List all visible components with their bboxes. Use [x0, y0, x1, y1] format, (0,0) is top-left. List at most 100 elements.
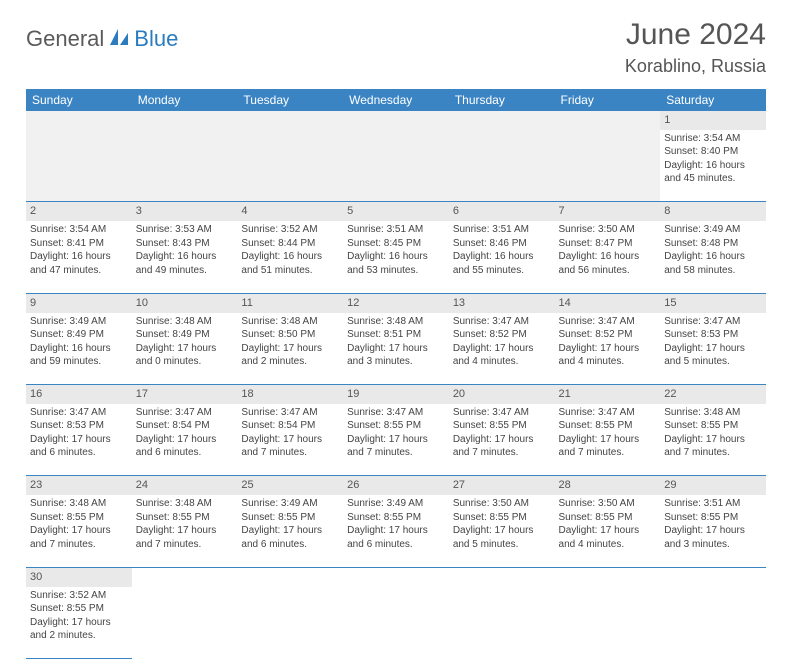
day-number-cell [555, 111, 661, 130]
day-number-cell [449, 567, 555, 586]
day-content-cell: Sunrise: 3:52 AMSunset: 8:55 PMDaylight:… [26, 587, 132, 659]
daylight-line: Daylight: 17 hours and 7 minutes. [453, 433, 551, 460]
daylight-line: Daylight: 16 hours and 51 minutes. [241, 250, 339, 277]
day-content-cell: Sunrise: 3:51 AMSunset: 8:46 PMDaylight:… [449, 221, 555, 293]
weekday-header: Friday [555, 89, 661, 111]
day-content-cell: Sunrise: 3:50 AMSunset: 8:55 PMDaylight:… [555, 495, 661, 567]
day-number-cell: 17 [132, 385, 238, 404]
day-content-cell [237, 130, 343, 202]
sunrise-line: Sunrise: 3:47 AM [30, 406, 128, 420]
sunset-line: Sunset: 8:55 PM [30, 602, 128, 616]
sunset-line: Sunset: 8:52 PM [559, 328, 657, 342]
day-number-cell: 1 [660, 111, 766, 130]
day-content-cell: Sunrise: 3:49 AMSunset: 8:55 PMDaylight:… [237, 495, 343, 567]
month-title: June 2024 [625, 18, 766, 52]
sunrise-line: Sunrise: 3:54 AM [664, 132, 762, 146]
day-content-cell: Sunrise: 3:47 AMSunset: 8:54 PMDaylight:… [237, 404, 343, 476]
day-number-cell: 9 [26, 293, 132, 312]
sunrise-line: Sunrise: 3:48 AM [136, 497, 234, 511]
day-number-cell: 18 [237, 385, 343, 404]
daylight-line: Daylight: 16 hours and 47 minutes. [30, 250, 128, 277]
day-number-cell: 4 [237, 202, 343, 221]
daylight-line: Daylight: 17 hours and 7 minutes. [347, 433, 445, 460]
sunset-line: Sunset: 8:43 PM [136, 237, 234, 251]
calendar-table: SundayMondayTuesdayWednesdayThursdayFrid… [26, 89, 766, 659]
day-content-cell: Sunrise: 3:51 AMSunset: 8:45 PMDaylight:… [343, 221, 449, 293]
daylight-line: Daylight: 17 hours and 7 minutes. [559, 433, 657, 460]
sunset-line: Sunset: 8:50 PM [241, 328, 339, 342]
day-number-cell: 23 [26, 476, 132, 495]
daylight-line: Daylight: 16 hours and 53 minutes. [347, 250, 445, 277]
day-content-cell: Sunrise: 3:48 AMSunset: 8:55 PMDaylight:… [660, 404, 766, 476]
day-content-cell: Sunrise: 3:51 AMSunset: 8:55 PMDaylight:… [660, 495, 766, 567]
day-number-cell: 25 [237, 476, 343, 495]
sunrise-line: Sunrise: 3:50 AM [559, 223, 657, 237]
logo-sail-icon [108, 27, 130, 52]
day-content-cell [132, 587, 238, 659]
daylight-line: Daylight: 17 hours and 4 minutes. [559, 524, 657, 551]
day-content-cell: Sunrise: 3:50 AMSunset: 8:47 PMDaylight:… [555, 221, 661, 293]
day-content-cell: Sunrise: 3:53 AMSunset: 8:43 PMDaylight:… [132, 221, 238, 293]
sunset-line: Sunset: 8:48 PM [664, 237, 762, 251]
sunrise-line: Sunrise: 3:47 AM [559, 406, 657, 420]
day-number-cell [237, 111, 343, 130]
sunset-line: Sunset: 8:46 PM [453, 237, 551, 251]
day-number-cell: 22 [660, 385, 766, 404]
day-number-cell: 27 [449, 476, 555, 495]
day-content-cell: Sunrise: 3:48 AMSunset: 8:51 PMDaylight:… [343, 313, 449, 385]
day-number-cell: 29 [660, 476, 766, 495]
sunrise-line: Sunrise: 3:49 AM [241, 497, 339, 511]
weekday-header: Monday [132, 89, 238, 111]
day-number-cell: 30 [26, 567, 132, 586]
sunrise-line: Sunrise: 3:52 AM [30, 589, 128, 603]
sunset-line: Sunset: 8:49 PM [30, 328, 128, 342]
sunrise-line: Sunrise: 3:47 AM [241, 406, 339, 420]
sunrise-line: Sunrise: 3:47 AM [664, 315, 762, 329]
title-block: June 2024 Korablino, Russia [625, 18, 766, 77]
day-number-cell: 11 [237, 293, 343, 312]
weekday-header: Thursday [449, 89, 555, 111]
day-number-cell [26, 111, 132, 130]
day-content-cell [343, 587, 449, 659]
daylight-line: Daylight: 17 hours and 4 minutes. [559, 342, 657, 369]
sunrise-line: Sunrise: 3:47 AM [136, 406, 234, 420]
sunset-line: Sunset: 8:55 PM [559, 511, 657, 525]
weekday-header: Sunday [26, 89, 132, 111]
sunrise-line: Sunrise: 3:48 AM [136, 315, 234, 329]
header: General Blue June 2024 Korablino, Russia [26, 18, 766, 77]
sunset-line: Sunset: 8:41 PM [30, 237, 128, 251]
sunset-line: Sunset: 8:54 PM [136, 419, 234, 433]
day-number-cell: 3 [132, 202, 238, 221]
day-content-cell [660, 587, 766, 659]
day-number-cell: 7 [555, 202, 661, 221]
sunrise-line: Sunrise: 3:47 AM [453, 315, 551, 329]
day-number-cell [343, 111, 449, 130]
sunrise-line: Sunrise: 3:48 AM [241, 315, 339, 329]
daylight-line: Daylight: 17 hours and 7 minutes. [30, 524, 128, 551]
day-content-cell: Sunrise: 3:47 AMSunset: 8:53 PMDaylight:… [26, 404, 132, 476]
daylight-line: Daylight: 17 hours and 0 minutes. [136, 342, 234, 369]
day-number-cell [343, 567, 449, 586]
day-content-cell [555, 587, 661, 659]
day-number-cell: 12 [343, 293, 449, 312]
day-content-cell [343, 130, 449, 202]
day-content-cell: Sunrise: 3:47 AMSunset: 8:52 PMDaylight:… [555, 313, 661, 385]
sunset-line: Sunset: 8:55 PM [347, 419, 445, 433]
daylight-line: Daylight: 17 hours and 5 minutes. [664, 342, 762, 369]
weekday-header: Saturday [660, 89, 766, 111]
sunset-line: Sunset: 8:51 PM [347, 328, 445, 342]
sunrise-line: Sunrise: 3:49 AM [347, 497, 445, 511]
sunset-line: Sunset: 8:55 PM [664, 419, 762, 433]
day-number-cell: 8 [660, 202, 766, 221]
day-number-cell [237, 567, 343, 586]
sunset-line: Sunset: 8:55 PM [559, 419, 657, 433]
daylight-line: Daylight: 17 hours and 3 minutes. [347, 342, 445, 369]
sunset-line: Sunset: 8:55 PM [347, 511, 445, 525]
day-number-cell: 14 [555, 293, 661, 312]
day-content-cell: Sunrise: 3:47 AMSunset: 8:54 PMDaylight:… [132, 404, 238, 476]
day-content-cell: Sunrise: 3:48 AMSunset: 8:55 PMDaylight:… [132, 495, 238, 567]
weekday-header: Wednesday [343, 89, 449, 111]
daylight-line: Daylight: 16 hours and 58 minutes. [664, 250, 762, 277]
daylight-line: Daylight: 16 hours and 59 minutes. [30, 342, 128, 369]
daylight-line: Daylight: 17 hours and 7 minutes. [664, 433, 762, 460]
